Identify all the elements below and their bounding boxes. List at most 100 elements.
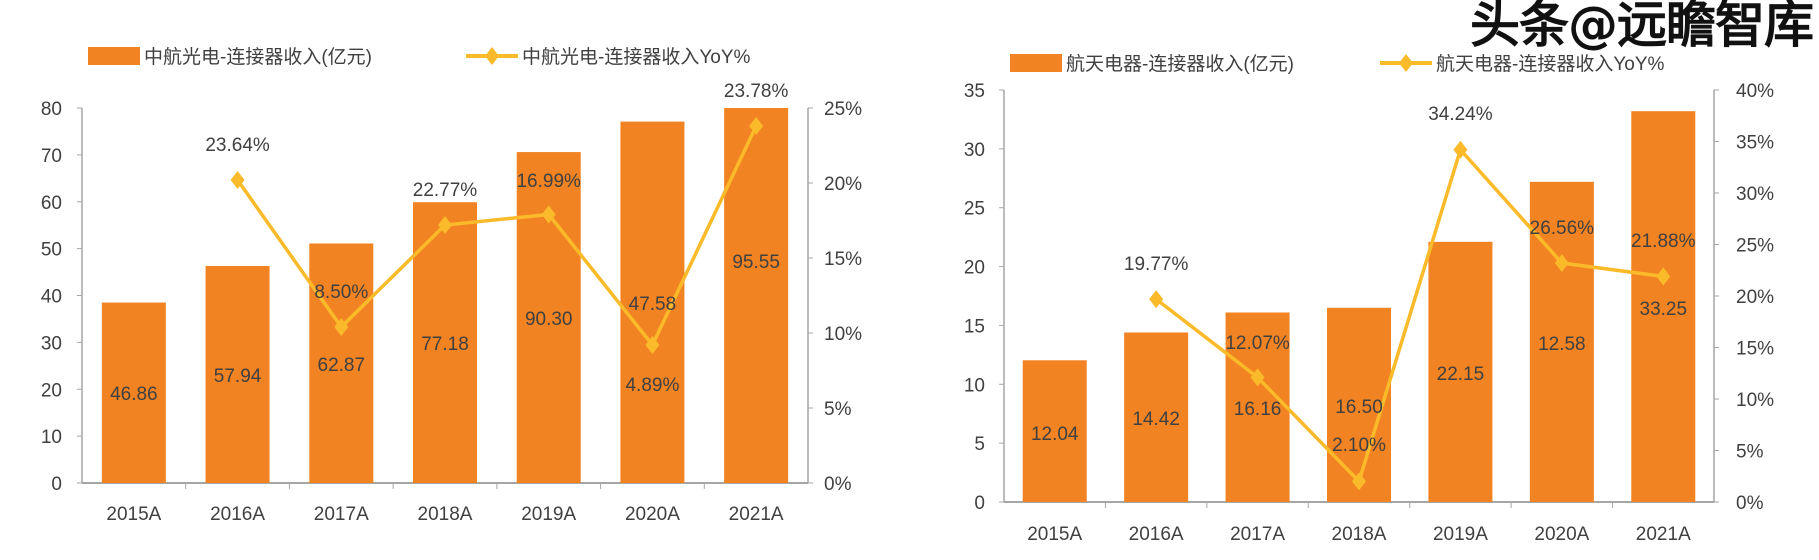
yoy-data-label: 22.77% (413, 180, 478, 201)
left-tick-label: 10 (964, 375, 985, 396)
yoy-marker (230, 171, 245, 189)
bar-data-label: 16.16 (1234, 399, 1282, 420)
yoy-data-label: 23.78% (724, 81, 789, 102)
x-tick-label: 2016A (1129, 524, 1184, 545)
left-tick-label: 60 (41, 193, 62, 214)
right-tick-label: 25% (1736, 236, 1774, 257)
left-tick-label: 15 (964, 316, 985, 337)
x-tick-label: 2021A (1636, 524, 1691, 545)
right-tick-label: 0% (1736, 493, 1764, 514)
left-tick-label: 30 (41, 333, 62, 354)
yoy-marker (1149, 290, 1164, 309)
left-tick-label: 35 (964, 81, 985, 102)
bar-data-label: 47.58 (629, 294, 677, 315)
bar (1428, 241, 1493, 502)
bar-data-label: 90.30 (525, 309, 573, 330)
legend-bar-label: 航天电器-连接器收入(亿元) (1066, 53, 1294, 75)
legend-line-label: 航天电器-连接器收入YoY% (1436, 53, 1664, 75)
bar (724, 108, 789, 483)
legend-diamond-icon (485, 47, 499, 65)
left-tick-label: 25 (964, 199, 985, 220)
yoy-marker (749, 117, 764, 135)
bar-data-label: 16.50 (1335, 397, 1383, 418)
right-tick-label: 0% (824, 474, 852, 495)
yoy-line (236, 125, 758, 349)
left-tick-label: 40 (41, 287, 62, 308)
yoy-data-label: 23.64% (205, 135, 270, 156)
bar-data-label: 22.15 (1437, 364, 1485, 385)
left-tick-label: 5 (974, 434, 985, 455)
legend-bar-swatch (1010, 54, 1062, 72)
yoy-data-label: 12.07% (1225, 333, 1290, 354)
yoy-marker (334, 318, 349, 336)
yoy-marker (1656, 267, 1671, 286)
bar-data-label: 12.04 (1031, 424, 1079, 445)
x-tick-label: 2019A (521, 504, 576, 525)
right-tick-label: 25% (824, 99, 862, 120)
yoy-marker (1453, 140, 1468, 159)
left-tick-label: 50 (41, 240, 62, 261)
yoy-data-label: 2.10% (1332, 435, 1386, 456)
legend-diamond-icon (1399, 54, 1413, 72)
yoy-marker (645, 336, 660, 354)
x-tick-label: 2018A (1332, 524, 1387, 545)
bar (101, 302, 166, 483)
x-tick-label: 2018A (418, 504, 473, 525)
left-tick-label: 70 (41, 146, 62, 167)
yoy-marker (438, 216, 452, 234)
bar-data-label: 95.55 (732, 252, 780, 273)
left-tick-label: 0 (51, 474, 62, 495)
bar-data-label: 14.42 (1132, 409, 1180, 430)
bar (1124, 332, 1189, 502)
yoy-data-label: 19.77% (1124, 254, 1189, 275)
right-tick-label: 5% (824, 399, 852, 420)
yoy-data-label: 26.56% (1530, 218, 1595, 239)
right-tick-label: 30% (1736, 184, 1774, 205)
yoy-data-label: 21.88% (1631, 231, 1696, 252)
bar (1022, 360, 1087, 502)
x-tick-label: 2015A (1027, 524, 1082, 545)
left-tick-label: 30 (964, 140, 985, 161)
x-tick-label: 2016A (210, 504, 265, 525)
yoy-marker (541, 205, 556, 224)
right-tick-label: 15% (1736, 339, 1774, 360)
right-tick-label: 10% (1736, 390, 1774, 411)
bar-data-label: 57.94 (214, 366, 262, 387)
x-tick-label: 2015A (106, 504, 161, 525)
right-tick-label: 5% (1736, 442, 1764, 463)
bar (1225, 312, 1290, 502)
bar (413, 202, 477, 483)
yoy-marker (1352, 472, 1366, 491)
x-tick-label: 2020A (625, 504, 680, 525)
legend-bar-swatch (88, 47, 140, 65)
bar (1327, 307, 1391, 502)
left-tick-label: 20 (964, 258, 985, 279)
bar-data-label: 77.18 (421, 334, 469, 355)
x-tick-label: 2019A (1433, 524, 1488, 545)
right-tick-label: 35% (1736, 133, 1774, 154)
right-tick-label: 20% (1736, 287, 1774, 308)
x-tick-label: 2021A (729, 504, 784, 525)
yoy-line (1155, 146, 1664, 485)
bar-data-label: 62.87 (318, 355, 366, 376)
bar (205, 265, 270, 483)
bar-data-label: 33.25 (1640, 299, 1688, 320)
yoy-marker (1250, 368, 1265, 387)
left-tick-label: 0 (974, 493, 985, 514)
yoy-marker (1554, 254, 1569, 273)
bar (1631, 111, 1696, 502)
bar-data-label: 12.58 (1538, 334, 1586, 355)
yoy-data-label: 34.24% (1428, 104, 1493, 125)
yoy-data-label: 16.99% (516, 171, 581, 192)
left-tick-label: 80 (41, 99, 62, 120)
right-tick-label: 20% (824, 174, 862, 195)
right-tick-label: 40% (1736, 81, 1774, 102)
legend-bar-label: 中航光电-连接器收入(亿元) (144, 46, 372, 68)
left-tick-label: 10 (41, 427, 62, 448)
right-tick-label: 15% (824, 249, 862, 270)
left-tick-label: 20 (41, 380, 62, 401)
x-tick-label: 2017A (314, 504, 369, 525)
x-tick-label: 2020A (1534, 524, 1589, 545)
watermark: 头条@远瞻智库 (1470, 0, 1814, 54)
